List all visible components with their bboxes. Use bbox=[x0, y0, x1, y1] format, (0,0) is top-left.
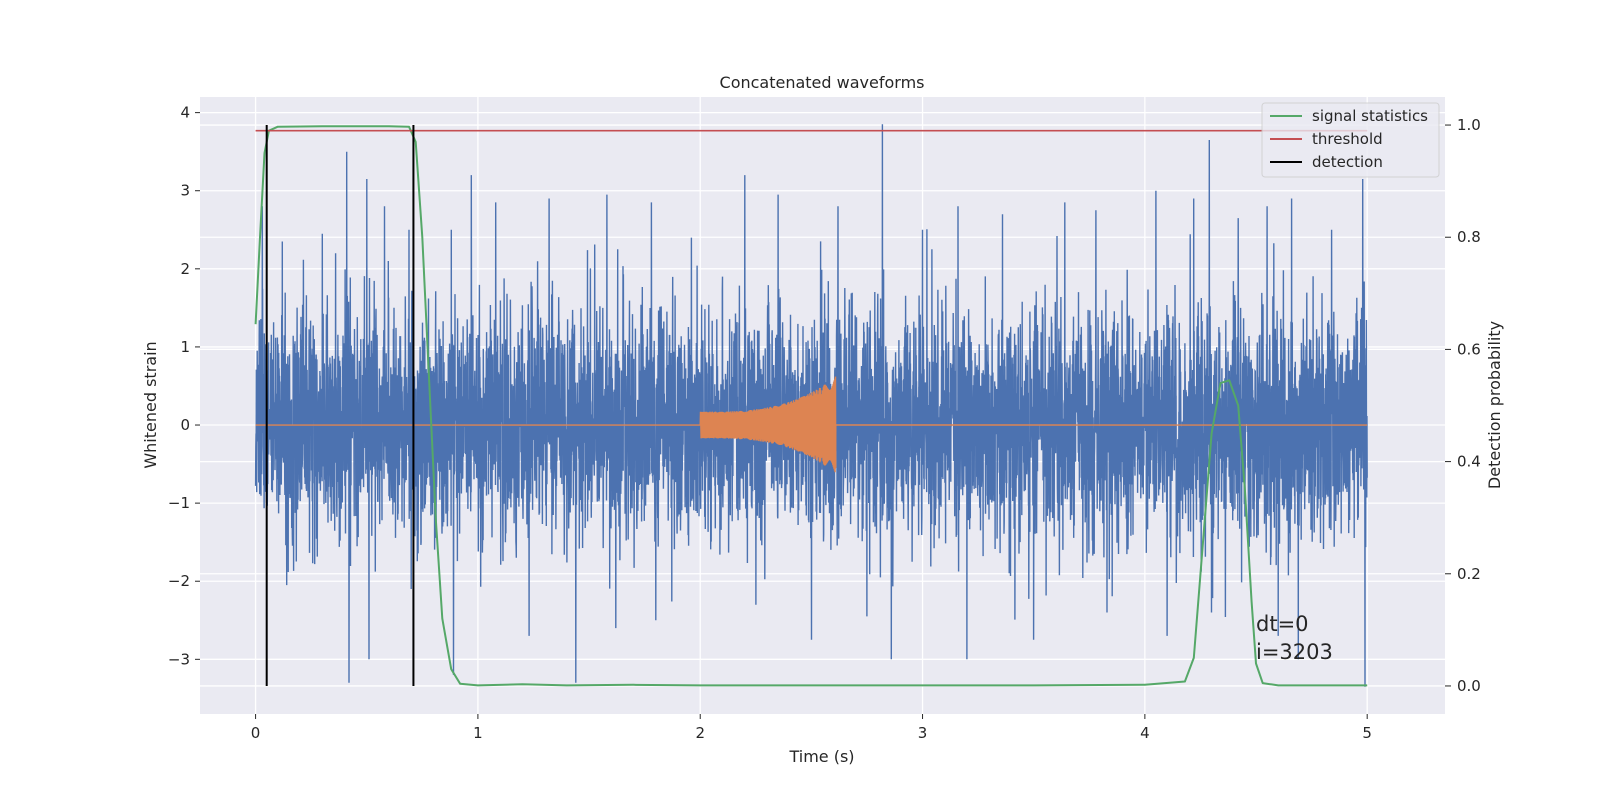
y-tick-label: 0 bbox=[180, 416, 190, 434]
y-tick-label: −3 bbox=[168, 650, 190, 668]
chart-title: Concatenated waveforms bbox=[720, 73, 925, 92]
noise-series-line bbox=[254, 124, 1368, 687]
chirp-series-line bbox=[255, 376, 1368, 473]
y2-tick-label: 0.8 bbox=[1457, 228, 1481, 246]
x-tick-label: 1 bbox=[473, 724, 483, 742]
x-axis-title: Time (s) bbox=[788, 747, 854, 766]
x-tick-label: 4 bbox=[1140, 724, 1150, 742]
y2-tick-label: 0.0 bbox=[1457, 677, 1481, 695]
annotation-index: i=3203 bbox=[1256, 640, 1333, 664]
legend-box bbox=[1261, 102, 1440, 178]
series-layer bbox=[254, 124, 1368, 687]
ticks-layer: 0 1 2 3 4 5 −3 −2 −1 0 1 2 3 4 0.0 0.2 0.4 0.6 0.8 1.0 bbox=[168, 104, 1481, 742]
legend-label-threshold: threshold bbox=[1312, 130, 1383, 148]
legend-label-detection: detection bbox=[1312, 153, 1383, 171]
y-tick-label: 4 bbox=[180, 104, 190, 122]
legend-label-signal-statistics: signal statistics bbox=[1312, 107, 1428, 125]
y2-tick-label: 0.4 bbox=[1457, 453, 1481, 471]
x-tick-label: 0 bbox=[251, 724, 261, 742]
x-tick-label: 3 bbox=[918, 724, 928, 742]
y-axis-title: Whitened strain bbox=[141, 341, 160, 468]
y-tick-label: 3 bbox=[180, 182, 190, 200]
legend: signal statistics threshold detection bbox=[1261, 102, 1440, 178]
y2-tick-label: 0.2 bbox=[1457, 565, 1481, 583]
x-tick-label: 2 bbox=[695, 724, 705, 742]
y2-tick-label: 0.6 bbox=[1457, 340, 1481, 358]
y-tick-label: 1 bbox=[180, 338, 190, 356]
signal-statistics-line bbox=[254, 125, 1368, 687]
x-tick-label: 5 bbox=[1362, 724, 1372, 742]
y2-axis-title: Detection probability bbox=[1485, 321, 1504, 489]
y-tick-label: 2 bbox=[180, 260, 190, 278]
annotation-dt: dt=0 bbox=[1256, 612, 1309, 636]
y2-tick-label: 1.0 bbox=[1457, 116, 1481, 134]
y-tick-label: −1 bbox=[168, 494, 190, 512]
y-tick-label: −2 bbox=[168, 572, 190, 590]
